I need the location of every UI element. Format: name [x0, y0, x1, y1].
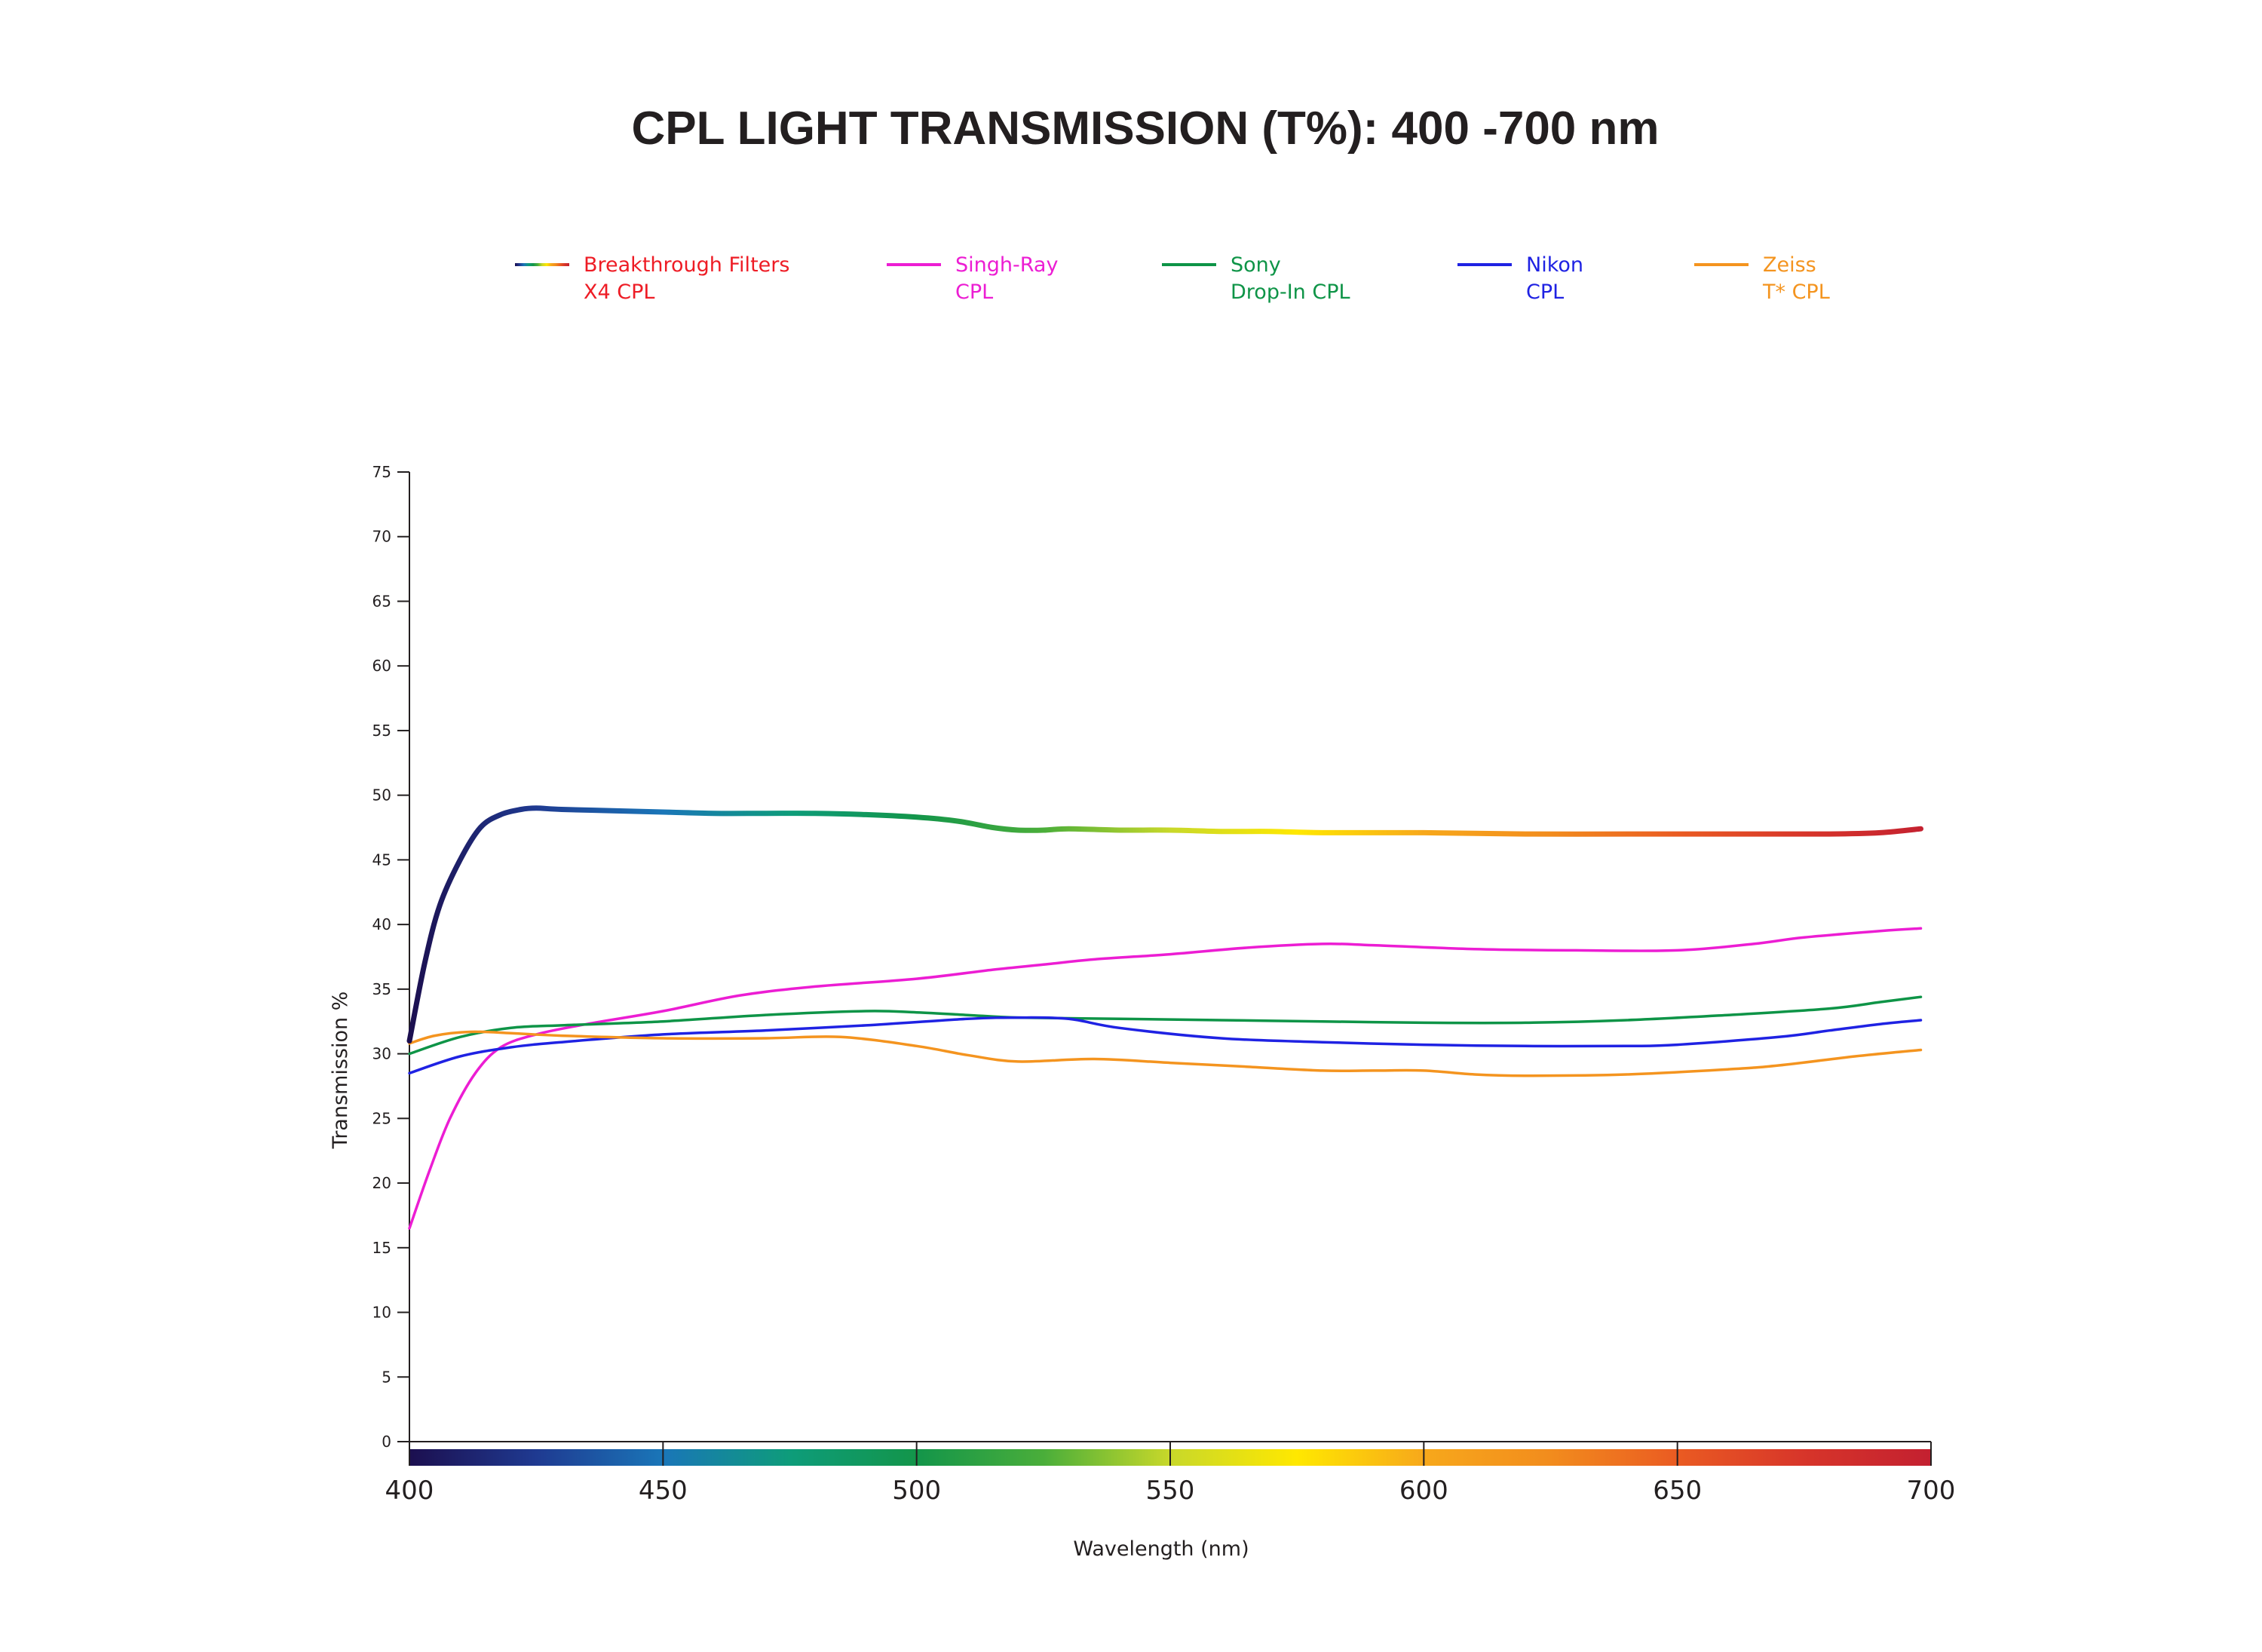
x-tick-label: 450	[639, 1476, 688, 1506]
legend-label: X4 CPL	[584, 280, 654, 304]
legend-label: Nikon	[1526, 253, 1583, 277]
y-tick-label: 65	[372, 592, 391, 610]
legend-label: Zeiss	[1763, 253, 1816, 277]
series-line-sony-drop-in-cpl	[408, 995, 1923, 1056]
x-axis-label: Wavelength (nm)	[1073, 1537, 1249, 1561]
x-tick-label: 550	[1146, 1476, 1195, 1506]
y-tick-label: 25	[372, 1109, 391, 1127]
series-line-zeiss-t-cpl	[408, 1030, 1923, 1077]
x-tick-label: 500	[892, 1476, 941, 1506]
legend-label: T* CPL	[1762, 280, 1830, 304]
y-tick-label: 60	[372, 657, 391, 675]
y-tick-label: 30	[372, 1045, 391, 1063]
legend-item: Zeiss T* CPL	[1694, 253, 1830, 304]
legend-item: Nikon CPL	[1457, 253, 1583, 304]
y-tick-label: 75	[372, 463, 391, 481]
y-tick-label: 10	[372, 1304, 391, 1322]
x-ticks: 400 450 500 550 600 650 700	[385, 1442, 1956, 1506]
series-lines	[406, 805, 1923, 1230]
chart-title: CPL LIGHT TRANSMISSION (T%): 400 -700 nm	[631, 103, 1659, 155]
legend-label: Sony	[1231, 253, 1281, 277]
y-tick-label: 45	[372, 851, 391, 869]
y-tick-label: 15	[372, 1239, 391, 1257]
legend-label: Drop-In CPL	[1231, 280, 1350, 304]
y-tick-label: 70	[372, 528, 391, 546]
y-tick-label: 0	[382, 1433, 391, 1451]
legend-label: Breakthrough Filters	[584, 253, 789, 277]
legend-label: Singh-Ray	[955, 253, 1058, 277]
series-line-breakthrough-filters-x4-cpl	[406, 805, 1923, 1044]
x-tick-label: 400	[385, 1476, 434, 1506]
legend-item: Singh-Ray CPL	[887, 253, 1058, 304]
y-tick-label: 5	[382, 1368, 391, 1386]
series-line-nikon-cpl	[408, 1016, 1923, 1075]
y-tick-label: 35	[372, 980, 391, 998]
y-tick-label: 40	[372, 915, 391, 933]
x-tick-label: 700	[1907, 1476, 1956, 1506]
y-tick-label: 55	[372, 722, 391, 740]
y-tick-label: 50	[372, 786, 391, 805]
x-tick-label: 600	[1399, 1476, 1448, 1506]
legend: Breakthrough Filters X4 CPL Singh-Ray CPL So…	[515, 253, 1830, 304]
series-line-singh-ray-cpl	[408, 927, 1923, 1230]
legend-label: CPL	[1526, 280, 1564, 304]
legend-item: Sony Drop-In CPL	[1162, 253, 1350, 304]
legend-label: CPL	[955, 280, 993, 304]
x-tick-label: 650	[1653, 1476, 1702, 1506]
y-axis: 0 5 10 15 20 25 30 35 40 45 50 55 60 65 70 75	[372, 463, 410, 1451]
y-axis-label: Transmission %	[329, 992, 352, 1150]
legend-item: Breakthrough Filters X4 CPL	[515, 253, 789, 304]
y-ticks: 0 5 10 15 20 25 30 35 40 45 50 55 60 65 70 75	[372, 463, 409, 1451]
y-tick-label: 20	[372, 1174, 391, 1192]
